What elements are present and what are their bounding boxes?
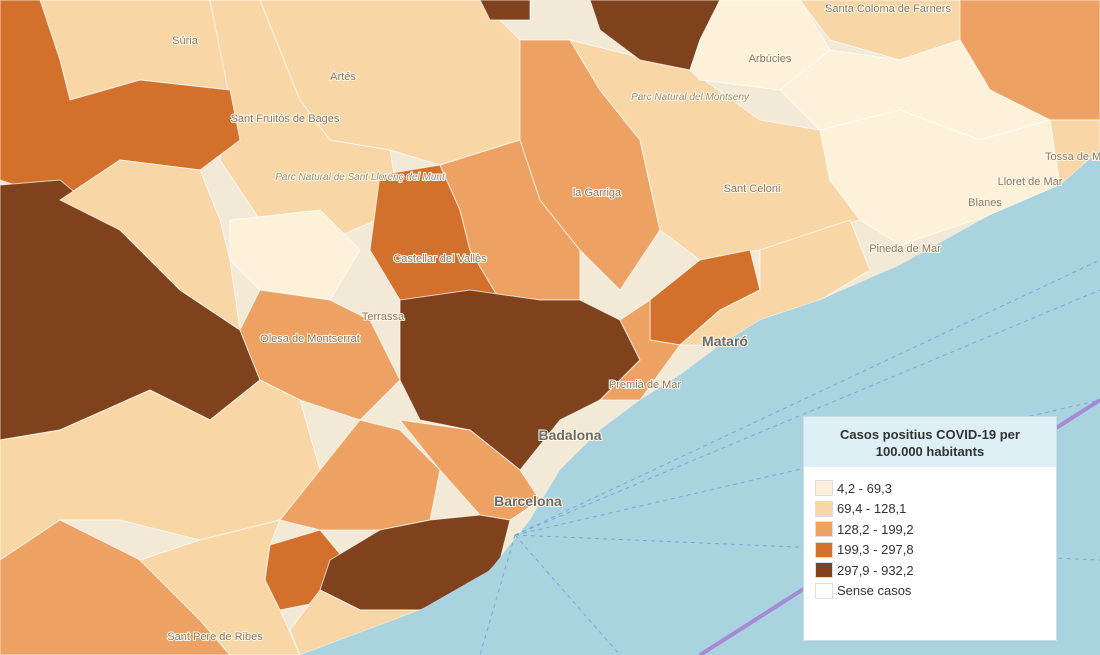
place-label: Tossa de Mar	[1045, 151, 1100, 163]
legend-label: 128,2 - 199,2	[837, 521, 914, 537]
legend-item: 4,2 - 69,3	[815, 478, 1056, 499]
place-label: Premià de Mar	[609, 379, 681, 391]
legend-label: 4,2 - 69,3	[837, 480, 892, 496]
place-label: Parc Natural de Sant Llorenç del Munt	[275, 172, 446, 183]
legend-swatch	[815, 541, 833, 558]
legend-swatch	[815, 582, 833, 599]
place-label: Blanes	[968, 197, 1002, 209]
place-label: Arbúcies	[749, 53, 792, 65]
place-label: Pineda de Mar	[869, 243, 941, 255]
place-label: Sant Celoni	[724, 183, 781, 195]
place-label: la Garriga	[573, 187, 622, 199]
place-label: Parc Natural del Montseny	[631, 92, 750, 103]
place-label: Sant Fruitós de Bages	[231, 113, 340, 125]
place-label: Artés	[330, 71, 356, 83]
legend-title: Casos positius COVID-19 per 100.000 habi…	[804, 417, 1056, 467]
legend-items: 4,2 - 69,3 69,4 - 128,1 128,2 - 199,2 199,3…	[804, 467, 1056, 601]
place-label: Barcelona	[494, 493, 562, 509]
legend-swatch	[815, 521, 833, 538]
place-label: Terrassa	[362, 311, 405, 323]
legend-item: 128,2 - 199,2	[815, 519, 1056, 540]
legend-item: 199,3 - 297,8	[815, 540, 1056, 561]
place-label: Santa Coloma de Farners	[825, 3, 951, 15]
place-label: Lloret de Mar	[998, 176, 1063, 188]
place-label: Badalona	[538, 427, 601, 443]
legend-label: 69,4 - 128,1	[837, 501, 907, 517]
place-label: Castellar del Vallès	[393, 253, 487, 265]
legend-swatch	[815, 500, 833, 517]
place-label: Súria	[172, 35, 199, 47]
legend-swatch	[815, 480, 833, 497]
legend-item: Sense casos	[815, 581, 1056, 602]
place-label: Mataró	[702, 333, 748, 349]
place-label: Sant Pere de Ribes	[167, 631, 263, 643]
place-label: Olesa de Montserrat	[260, 333, 360, 345]
legend-label: Sense casos	[837, 583, 912, 599]
sea-routes	[479, 259, 1100, 655]
legend-item: 297,9 - 932,2	[815, 560, 1056, 581]
legend-swatch	[815, 562, 833, 579]
legend-label: 199,3 - 297,8	[837, 542, 914, 558]
place-labels: Súria Artés Arbúcies Santa Coloma de Far…	[166, 2, 1100, 644]
legend-label: 297,9 - 932,2	[837, 562, 914, 578]
legend-item: 69,4 - 128,1	[815, 499, 1056, 520]
legend: Casos positius COVID-19 per 100.000 habi…	[803, 416, 1057, 641]
